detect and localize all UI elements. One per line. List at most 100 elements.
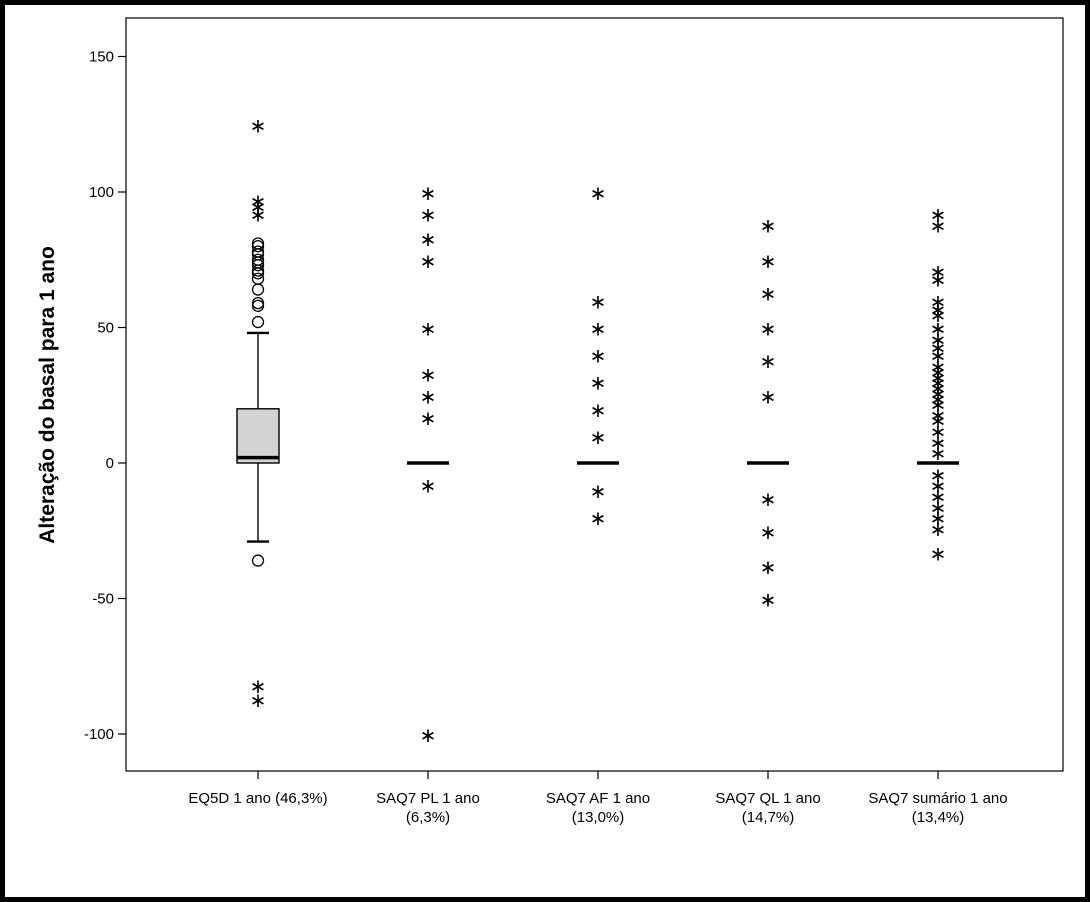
extreme-point: ∗ [930, 387, 947, 411]
x-axis: EQ5D 1 ano (46,3%) SAQ7 PL 1 ano (6,3%) SAQ… [188, 771, 1008, 826]
extreme-point: ∗ [930, 517, 947, 541]
extreme-point: ∗ [930, 289, 947, 313]
x-tick-label: SAQ7 PL 1 ano [376, 790, 480, 807]
extreme-point: ∗ [420, 317, 437, 341]
extreme-point: ∗ [930, 365, 947, 389]
box-group: ∗ ∗ ∗ ∗ ∗ ∗ ∗ ∗ ∗ ∗ [747, 214, 789, 612]
extreme-point: ∗ [930, 474, 947, 498]
extreme-point: ∗ [930, 376, 947, 400]
extreme-point: ∗ [760, 281, 777, 305]
extreme-point: ∗ [590, 181, 607, 205]
x-tick-label-line2: (14,7%) [742, 809, 795, 826]
y-tick-label: -100 [84, 726, 114, 743]
iqr-box [236, 408, 280, 464]
extreme-point: ∗ [590, 425, 607, 449]
extreme-point: ∗ [930, 203, 947, 227]
extreme-point: ∗ [930, 371, 947, 395]
extreme-point: ∗ [930, 360, 947, 384]
extreme-point: ∗ [760, 249, 777, 273]
extreme-point: ∗ [420, 384, 437, 408]
extreme-point: ∗ [930, 403, 947, 427]
extreme-point: ∗ [930, 303, 947, 327]
extreme-point: ∗ [930, 463, 947, 487]
x-tick-label-line2: (13,4%) [912, 809, 965, 826]
outlier-point [251, 253, 265, 266]
outlier-point [251, 554, 265, 567]
extreme-point: ∗ [930, 541, 947, 565]
extreme-point: ∗ [590, 506, 607, 530]
extreme-point: ∗ [250, 195, 267, 219]
extreme-point: ∗ [930, 327, 947, 351]
extreme-point: ∗ [930, 354, 947, 378]
outlier-point [251, 272, 265, 285]
extreme-point: ∗ [930, 506, 947, 530]
extreme-point: ∗ [420, 474, 437, 498]
y-tick-label: 150 [89, 49, 114, 66]
extreme-point: ∗ [760, 384, 777, 408]
extreme-point: ∗ [760, 520, 777, 544]
extreme-point: ∗ [590, 371, 607, 395]
extreme-point: ∗ [590, 344, 607, 368]
x-tick-label-line2: (13,0%) [572, 809, 625, 826]
box-group: ∗∗∗∗∗∗ [236, 113, 280, 712]
x-tick-label: SAQ7 sumário 1 ano [868, 790, 1007, 807]
x-tick-label: EQ5D 1 ano (46,3%) [188, 790, 327, 807]
y-axis-title: Alteração do basal para 1 ano [36, 246, 59, 544]
extreme-point: ∗ [760, 555, 777, 579]
plot-area [125, 17, 1064, 772]
extreme-point: ∗ [760, 487, 777, 511]
extreme-point: ∗ [760, 214, 777, 238]
extreme-point: ∗ [930, 409, 947, 433]
extreme-point: ∗ [420, 227, 437, 251]
extreme-point: ∗ [420, 249, 437, 273]
extreme-point: ∗ [930, 335, 947, 359]
extreme-point: ∗ [250, 688, 267, 712]
extreme-point: ∗ [930, 430, 947, 454]
extreme-point: ∗ [930, 344, 947, 368]
extreme-point: ∗ [930, 419, 947, 443]
extreme-point: ∗ [420, 723, 437, 747]
outlier-point [251, 237, 265, 250]
box-series: ∗∗∗∗∗∗∗∗∗∗∗∗∗∗∗∗∗∗∗∗∗∗∗∗∗∗∗∗∗∗∗∗∗∗∗∗∗∗∗∗… [236, 113, 959, 747]
extreme-point: ∗ [930, 485, 947, 509]
extreme-point: ∗ [420, 363, 437, 387]
x-tick-label: SAQ7 QL 1 ano [715, 790, 820, 807]
extreme-point: ∗ [930, 268, 947, 292]
extreme-point: ∗ [930, 382, 947, 406]
extreme-point: ∗ [420, 406, 437, 430]
y-tick-label: -50 [92, 591, 114, 608]
extreme-point: ∗ [760, 349, 777, 373]
extreme-point: ∗ [760, 317, 777, 341]
outlier-point [251, 245, 265, 258]
y-tick-label: 100 [89, 184, 114, 201]
extreme-point: ∗ [930, 495, 947, 519]
extreme-point: ∗ [590, 398, 607, 422]
extreme-point: ∗ [590, 479, 607, 503]
extreme-point: ∗ [590, 289, 607, 313]
extreme-point: ∗ [930, 260, 947, 284]
extreme-point: ∗ [420, 203, 437, 227]
extreme-point: ∗ [930, 298, 947, 322]
y-axis: 150 100 50 0 -50 -100 [84, 49, 126, 743]
x-tick-label-line2: (6,3%) [406, 809, 450, 826]
y-tick-label: 50 [97, 320, 114, 337]
y-tick-label: 0 [106, 455, 114, 472]
extreme-point: ∗ [250, 189, 267, 213]
outlier-point [251, 296, 265, 310]
extreme-point: ∗ [420, 181, 437, 205]
box-group: ∗ ∗ ∗ ∗ ∗ ∗ ∗ ∗ ∗ [577, 181, 619, 530]
extreme-point: ∗ [760, 588, 777, 612]
extreme-point: ∗ [930, 317, 947, 341]
extreme-point: ∗ [250, 203, 267, 227]
extreme-point: ∗ [930, 441, 947, 465]
box-group: ∗∗∗∗∗∗∗∗∗∗ [407, 181, 449, 747]
outlier-point [251, 315, 265, 329]
extreme-point: ∗ [250, 674, 267, 698]
x-tick-label: SAQ7 AF 1 ano [546, 790, 650, 807]
extreme-point: ∗ [930, 214, 947, 238]
extreme-point: ∗ [250, 113, 267, 137]
extreme-point: ∗ [930, 392, 947, 416]
box-group: ∗∗∗∗∗∗∗∗∗∗∗∗∗∗∗∗∗∗∗∗∗∗∗∗∗∗∗∗∗∗∗ [917, 203, 959, 565]
